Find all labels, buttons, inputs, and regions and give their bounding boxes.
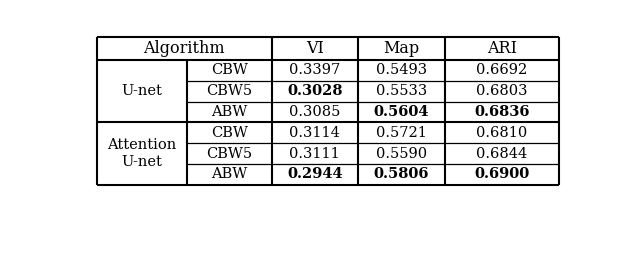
Text: 0.6803: 0.6803	[476, 84, 527, 98]
Text: Map: Map	[383, 40, 419, 57]
Text: 0.3085: 0.3085	[289, 105, 340, 119]
Text: 0.5604: 0.5604	[374, 105, 429, 119]
Text: 0.3114: 0.3114	[289, 126, 340, 140]
Text: 0.5590: 0.5590	[376, 147, 427, 161]
Text: U-net: U-net	[122, 84, 163, 98]
Text: 0.6836: 0.6836	[474, 105, 530, 119]
Text: 0.3111: 0.3111	[289, 147, 340, 161]
Text: 0.5493: 0.5493	[376, 63, 427, 77]
Text: 0.2944: 0.2944	[287, 167, 342, 181]
Text: CBW5: CBW5	[206, 84, 252, 98]
Text: ABW: ABW	[211, 105, 248, 119]
Text: 0.5721: 0.5721	[376, 126, 427, 140]
Text: 0.3028: 0.3028	[287, 84, 342, 98]
Text: Algorithm: Algorithm	[143, 40, 225, 57]
Text: 0.6692: 0.6692	[476, 63, 527, 77]
Text: 0.5533: 0.5533	[376, 84, 427, 98]
Text: 0.6844: 0.6844	[476, 147, 527, 161]
Text: ABW: ABW	[211, 167, 248, 181]
Text: Attention
U-net: Attention U-net	[108, 138, 177, 169]
Text: CBW: CBW	[211, 126, 248, 140]
Text: 0.3397: 0.3397	[289, 63, 340, 77]
Text: ARI: ARI	[487, 40, 517, 57]
Text: VI: VI	[306, 40, 324, 57]
Text: 0.6900: 0.6900	[474, 167, 529, 181]
Text: CBW: CBW	[211, 63, 248, 77]
Text: 0.5806: 0.5806	[374, 167, 429, 181]
Text: CBW5: CBW5	[206, 147, 252, 161]
Text: 0.6810: 0.6810	[476, 126, 527, 140]
